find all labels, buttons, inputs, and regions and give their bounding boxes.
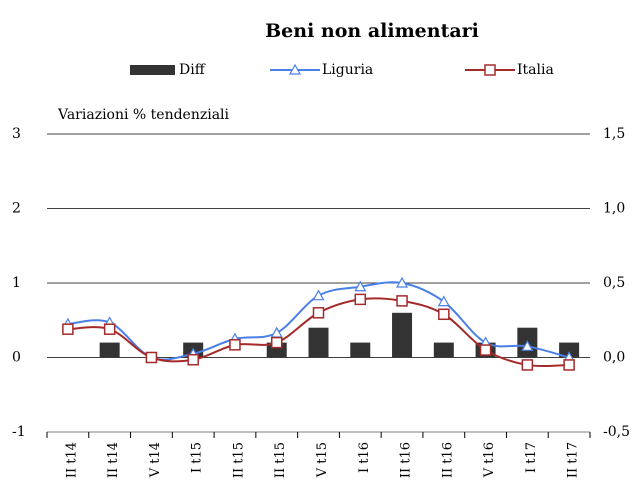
legend-marker [288, 63, 302, 75]
point [438, 308, 450, 321]
point [354, 293, 367, 306]
x-tick-label: II t15 [273, 442, 288, 478]
bar [99, 342, 120, 358]
x-tick-label: II t14 [106, 442, 121, 478]
point [396, 276, 409, 288]
y2-tick-label: -0,5 [603, 424, 630, 440]
point [312, 289, 325, 301]
x-tick-label: V t16 [482, 442, 497, 478]
point [521, 340, 534, 351]
point [354, 280, 367, 292]
point [187, 353, 199, 366]
point [521, 359, 534, 371]
x-tick-label: II t17 [566, 442, 581, 478]
legend-label: Liguria [322, 62, 373, 78]
chart-title: Beni non alimentari [265, 20, 479, 42]
point [479, 344, 492, 356]
y-axis-label: Variazioni % tendenziali [57, 107, 230, 123]
x-tick-label: II t14 [64, 442, 79, 478]
point [270, 336, 283, 349]
x-tick-label: I t17 [524, 442, 539, 473]
bar [433, 342, 454, 358]
y2-tick-label: 0,5 [603, 275, 625, 291]
y2-tick-label: 0,0 [603, 350, 625, 366]
point [312, 307, 325, 319]
bar [350, 342, 371, 358]
x-tick-label: V t15 [315, 442, 330, 478]
y-tick-label: 2 [12, 201, 21, 217]
point [145, 351, 158, 364]
y-tick-label: -1 [12, 424, 26, 440]
point [396, 295, 408, 307]
legend-swatch [130, 65, 175, 75]
bar [559, 342, 580, 358]
legend-label: Italia [517, 62, 554, 78]
y2-tick-label: 1,0 [603, 201, 625, 217]
y-tick-label: 0 [12, 350, 21, 366]
point [103, 323, 116, 335]
x-tick-label: II t16 [399, 442, 414, 478]
point [437, 295, 450, 307]
y-tick-label: 1 [12, 275, 21, 291]
x-tick-label: II t15 [231, 442, 246, 478]
point [563, 359, 575, 371]
point [229, 339, 241, 351]
bar [392, 312, 413, 358]
bar [308, 327, 329, 358]
y-tick-label: 3 [12, 126, 21, 142]
point [270, 326, 283, 338]
point [62, 323, 74, 335]
legend-marker [484, 64, 496, 76]
x-tick-label: II t16 [440, 442, 455, 478]
x-tick-label: V t14 [148, 442, 163, 478]
y2-tick-label: 1,5 [603, 126, 625, 142]
x-tick-label: I t15 [190, 442, 205, 473]
legend-label: Diff [179, 62, 206, 78]
x-tick-label: I t16 [357, 442, 372, 473]
